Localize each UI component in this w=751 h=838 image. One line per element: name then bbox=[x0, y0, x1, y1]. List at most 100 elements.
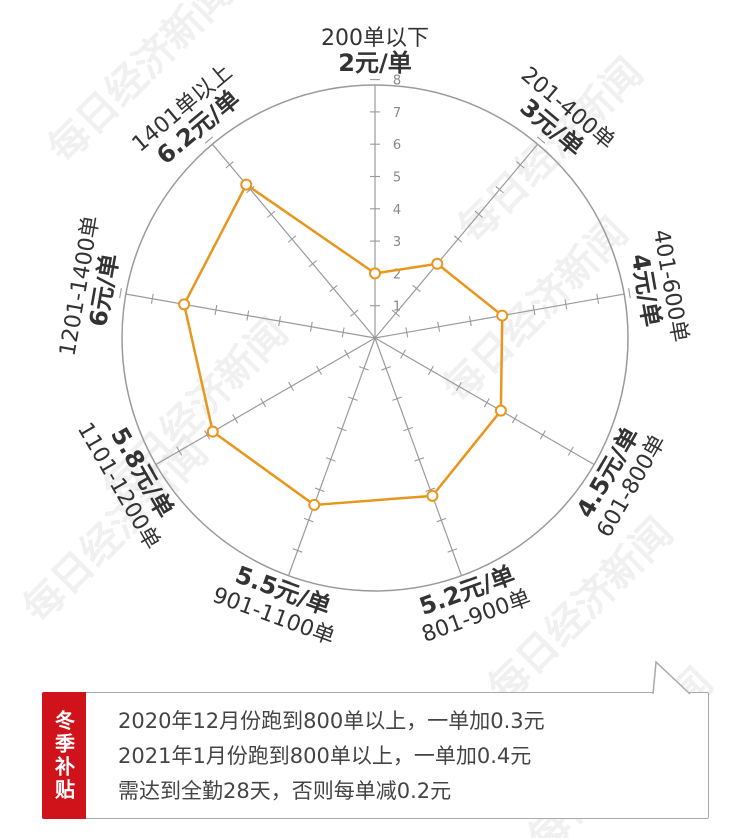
tick-label-8: 8 bbox=[393, 74, 401, 89]
axis-tick-4-1 bbox=[399, 349, 406, 359]
axis-tick-8-8 bbox=[119, 288, 122, 299]
subsidy-note-line-2: 2021年1月份跑到800单以上，一单加0.4元 bbox=[118, 744, 532, 768]
axis-tick-3-1 bbox=[405, 327, 409, 338]
subsidy-note-lines: 2020年12月份跑到800单以上，一单加0.3元 2021年1月份跑到800单… bbox=[118, 704, 545, 809]
axis-spoke-8 bbox=[125, 293, 376, 339]
axis-tick-2-4 bbox=[453, 235, 463, 243]
axis-tick-7-7 bbox=[176, 446, 183, 456]
tick-label-5: 5 bbox=[393, 171, 401, 186]
axis-tick-7-5 bbox=[232, 414, 239, 424]
axis-tick-4-7 bbox=[567, 446, 574, 456]
axis-tick-8-5 bbox=[214, 304, 218, 315]
axis-spoke-6 bbox=[287, 337, 376, 576]
axis-tick-7-8 bbox=[148, 462, 155, 472]
axis-tick-6-6 bbox=[303, 517, 314, 523]
axis-tick-4-4 bbox=[483, 397, 490, 408]
series-line bbox=[182, 183, 504, 507]
tick-label-1: 1 bbox=[393, 300, 401, 315]
subsidy-note-box bbox=[42, 692, 709, 819]
axis-tick-5-1 bbox=[381, 366, 391, 371]
axis-tick-5-2 bbox=[392, 396, 402, 401]
axis-tick-2-6 bbox=[495, 185, 504, 194]
tick-label-4: 4 bbox=[393, 203, 401, 218]
axis-tick-6-3 bbox=[336, 426, 347, 432]
data-point-9 bbox=[240, 178, 253, 191]
axis-tick-8-1 bbox=[341, 327, 345, 338]
winter-subsidy-tag-label: 冬季补贴 bbox=[51, 709, 76, 802]
axis-tick-4-5 bbox=[511, 414, 518, 424]
axis-spoke-2 bbox=[374, 143, 539, 339]
axis-tick-9-1 bbox=[350, 309, 359, 317]
axis-tick-4-8 bbox=[595, 462, 602, 472]
axis-tick-2-5 bbox=[474, 210, 483, 218]
axis-tick-5-4 bbox=[414, 457, 425, 462]
data-point-8 bbox=[178, 298, 191, 311]
axis-tick-3-7 bbox=[596, 293, 600, 304]
data-point-1 bbox=[369, 267, 381, 280]
axis-tick-5-6 bbox=[436, 517, 447, 523]
data-point-6 bbox=[308, 498, 321, 511]
axis-tick-7-3 bbox=[288, 381, 295, 392]
axis-tick-3-6 bbox=[564, 299, 568, 310]
axis-tick-6-5 bbox=[314, 487, 325, 492]
axis-tick-8-3 bbox=[278, 316, 281, 327]
axis-tick-6-4 bbox=[325, 457, 336, 462]
range-label-1: 200单以下 bbox=[321, 26, 429, 51]
axis-tick-7-1 bbox=[344, 349, 351, 359]
axis-tick-5-3 bbox=[403, 426, 414, 432]
subsidy-note-line-1: 2020年12月份跑到800单以上，一单加0.3元 bbox=[118, 709, 545, 733]
axis-tick-2-8 bbox=[536, 136, 546, 144]
axis-tick-6-7 bbox=[292, 548, 303, 553]
axis-tick-3-8 bbox=[628, 288, 631, 299]
data-point-3 bbox=[496, 309, 509, 322]
axis-tick-7-4 bbox=[260, 397, 267, 408]
axis-tick-6-2 bbox=[348, 396, 358, 401]
axis-tick-7-2 bbox=[316, 365, 323, 375]
axis-spoke-7 bbox=[155, 337, 376, 466]
tick-label-7: 7 bbox=[393, 106, 401, 121]
subsidy-note-line-3: 需达到全勤28天，否则每单减0.2元 bbox=[118, 779, 452, 803]
axis-tick-9-5 bbox=[267, 210, 276, 218]
axis-tick-4-3 bbox=[455, 381, 462, 392]
axis-tick-5-7 bbox=[447, 548, 458, 553]
axis-tick-4-2 bbox=[427, 365, 434, 375]
data-point-5 bbox=[426, 489, 439, 502]
data-point-7 bbox=[206, 425, 219, 438]
axis-tick-8-4 bbox=[246, 310, 250, 321]
price-label-1: 2元/单 bbox=[338, 49, 411, 77]
axis-tick-3-2 bbox=[437, 321, 441, 332]
axis-tick-4-6 bbox=[539, 430, 546, 440]
winter-subsidy-tag: 冬季补贴 bbox=[42, 692, 86, 819]
axis-tick-9-6 bbox=[246, 185, 255, 194]
axis-tick-3-3 bbox=[469, 316, 472, 327]
axis-tick-2-2 bbox=[412, 284, 421, 293]
note-box-notch bbox=[652, 660, 691, 695]
data-point-4 bbox=[494, 404, 507, 417]
axis-tick-9-2 bbox=[329, 284, 338, 293]
axis-spoke-9 bbox=[211, 143, 376, 339]
tick-label-3: 3 bbox=[393, 235, 401, 250]
axis-tick-5-5 bbox=[425, 487, 436, 492]
data-point-2 bbox=[431, 257, 444, 270]
axis-tick-8-7 bbox=[150, 293, 154, 304]
axis-tick-9-7 bbox=[225, 161, 234, 169]
axis-tick-6-8 bbox=[281, 578, 292, 584]
axis-tick-6-1 bbox=[359, 366, 369, 371]
axis-tick-5-8 bbox=[458, 578, 469, 584]
tick-label-2: 2 bbox=[393, 267, 401, 282]
axis-spoke-5 bbox=[374, 337, 463, 576]
axis-tick-9-8 bbox=[204, 136, 214, 144]
watermark-3: 每日经济新闻 bbox=[435, 210, 637, 412]
axis-spoke-4 bbox=[374, 337, 595, 466]
axis-tick-8-2 bbox=[309, 321, 313, 332]
axis-tick-2-7 bbox=[516, 161, 525, 169]
tick-label-6: 6 bbox=[393, 138, 401, 153]
axis-tick-9-4 bbox=[287, 235, 297, 243]
axis-tick-3-5 bbox=[532, 304, 536, 315]
axis-tick-7-6 bbox=[204, 430, 211, 440]
axis-tick-9-3 bbox=[308, 260, 317, 268]
